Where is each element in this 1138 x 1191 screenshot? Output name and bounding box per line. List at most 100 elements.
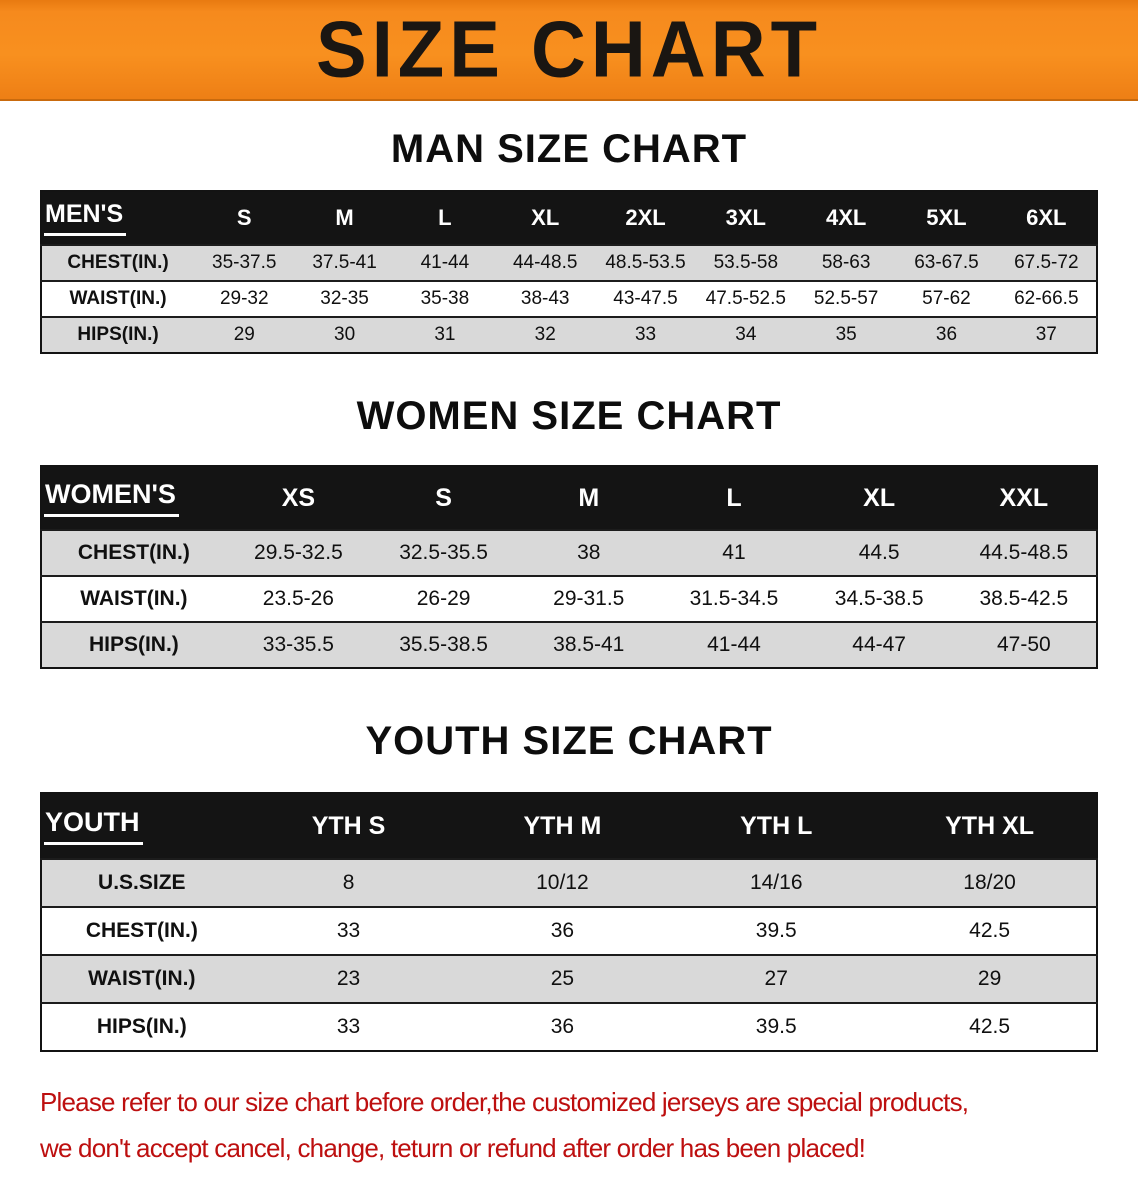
table-cell: 47-50: [951, 621, 1097, 668]
column-header: YTH S: [241, 793, 456, 859]
table-cell: 63-67.5: [896, 244, 997, 281]
table-cell: 47.5-52.5: [695, 280, 796, 317]
table-cell: 18/20: [883, 858, 1097, 907]
table-row: HIPS(IN.) 33 36 39.5 42.5: [41, 1002, 1097, 1051]
section-women: WOMEN SIZE CHART WOMEN'S XS S M L XL XXL CHEST(…: [0, 394, 1138, 669]
table-cell: 33: [595, 316, 696, 353]
table-cell: 10/12: [455, 858, 670, 907]
women-section-title: WOMEN SIZE CHART: [356, 394, 782, 438]
table-cell: 67.5-72: [996, 244, 1097, 281]
table-cell: 34.5-38.5: [806, 575, 952, 622]
table-cell: 23.5-26: [225, 575, 371, 622]
column-header: XXL: [951, 466, 1097, 530]
table-cell: 35-37.5: [194, 244, 295, 281]
header-row: MEN'S S M L XL 2XL 3XL 4XL 5XL 6XL: [41, 191, 1097, 245]
table-row: WAIST(IN.) 23 25 27 29: [41, 954, 1097, 1003]
footer-line-1: Please refer to our size chart before or…: [40, 1087, 969, 1117]
table-title: YOUTH: [44, 807, 143, 845]
table-cell: 58-63: [795, 244, 897, 281]
table-row: WAIST(IN.) 29-32 32-35 35-38 38-43 43-47.5 47.…: [41, 280, 1097, 317]
table-title: WOMEN'S: [44, 479, 179, 517]
column-header: YTH L: [669, 793, 884, 859]
table-cell: 36: [455, 906, 670, 955]
table-cell: 27: [669, 954, 884, 1003]
column-header: L: [661, 466, 807, 530]
column-header: 4XL: [795, 191, 897, 245]
column-header: XL: [806, 466, 952, 530]
table-cell: 14/16: [669, 858, 884, 907]
table-title: MEN'S: [44, 200, 127, 236]
youth-size-table: YOUTH YTH S YTH M YTH L YTH XL U.S.SIZE 8 10/12…: [40, 792, 1098, 1052]
men-size-table-wrap: MEN'S S M L XL 2XL 3XL 4XL 5XL 6XL CHEST(IN.) 35-37…: [40, 190, 1098, 354]
table-cell: 26-29: [370, 575, 517, 622]
row-label: HIPS(IN.): [41, 316, 195, 353]
column-header: 5XL: [896, 191, 997, 245]
row-label: HIPS(IN.): [41, 1002, 242, 1051]
row-label: CHEST(IN.): [41, 529, 226, 576]
table-title-cell: MEN'S: [41, 191, 195, 245]
table-cell: 41: [661, 529, 807, 576]
table-row: CHEST(IN.) 29.5-32.5 32.5-35.5 38 41 44.5 44.5…: [41, 529, 1097, 576]
table-cell: 42.5: [883, 906, 1097, 955]
table-cell: 33: [241, 906, 456, 955]
table-cell: 57-62: [896, 280, 997, 317]
column-header: XS: [225, 466, 371, 530]
table-cell: 29: [883, 954, 1097, 1003]
footer-note: Please refer to our size chart before or…: [40, 1080, 1100, 1171]
table-row: CHEST(IN.) 33 36 39.5 42.5: [41, 906, 1097, 955]
table-row: CHEST(IN.) 35-37.5 37.5-41 41-44 44-48.5 48.5…: [41, 244, 1097, 281]
table-cell: 36: [896, 316, 997, 353]
column-header: 6XL: [996, 191, 1097, 245]
table-cell: 37: [996, 316, 1097, 353]
section-men: MAN SIZE CHART MEN'S S M L XL 2XL 3XL 4XL 5XL 6XL…: [0, 127, 1138, 354]
table-cell: 41-44: [394, 244, 496, 281]
table-cell: 32-35: [294, 280, 395, 317]
column-header: M: [516, 466, 662, 530]
table-cell: 31.5-34.5: [661, 575, 807, 622]
row-label: HIPS(IN.): [41, 621, 226, 668]
table-cell: 31: [394, 316, 496, 353]
table-cell: 29: [194, 316, 295, 353]
table-cell: 39.5: [669, 906, 884, 955]
youth-size-table-wrap: YOUTH YTH S YTH M YTH L YTH XL U.S.SIZE 8 10/12…: [40, 792, 1098, 1052]
row-label: U.S.SIZE: [41, 858, 242, 907]
table-cell: 29.5-32.5: [225, 529, 371, 576]
table-cell: 29-32: [194, 280, 295, 317]
row-label: WAIST(IN.): [41, 280, 195, 317]
table-cell: 43-47.5: [595, 280, 696, 317]
table-cell: 30: [294, 316, 395, 353]
column-header: 2XL: [595, 191, 696, 245]
footer-line-2: we don't accept cancel, change, teturn o…: [40, 1132, 866, 1163]
table-cell: 38-43: [495, 280, 596, 317]
size-chart-banner: SIZE CHART: [0, 0, 1138, 101]
table-cell: 29-31.5: [516, 575, 662, 622]
table-title-cell: YOUTH: [41, 793, 242, 859]
column-header: XL: [495, 191, 596, 245]
table-cell: 38: [516, 529, 662, 576]
column-header: M: [294, 191, 395, 245]
table-cell: 8: [241, 858, 456, 907]
row-label: WAIST(IN.): [41, 954, 242, 1003]
table-cell: 52.5-57: [795, 280, 897, 317]
table-row: HIPS(IN.) 33-35.5 35.5-38.5 38.5-41 41-44 44-…: [41, 621, 1097, 668]
table-cell: 35: [795, 316, 897, 353]
table-cell: 39.5: [669, 1002, 884, 1051]
table-row: U.S.SIZE 8 10/12 14/16 18/20: [41, 858, 1097, 907]
women-size-table-wrap: WOMEN'S XS S M L XL XXL CHEST(IN.) 29.5-32.5 32.5…: [40, 465, 1098, 669]
section-youth: YOUTH SIZE CHART YOUTH YTH S YTH M YTH L YTH…: [0, 719, 1138, 1052]
table-cell: 35-38: [394, 280, 496, 317]
column-header: YTH XL: [883, 793, 1097, 859]
table-cell: 48.5-53.5: [595, 244, 696, 281]
row-label: CHEST(IN.): [41, 906, 242, 955]
table-cell: 34: [695, 316, 796, 353]
table-cell: 62-66.5: [996, 280, 1097, 317]
table-cell: 44-48.5: [495, 244, 596, 281]
row-label: CHEST(IN.): [41, 244, 195, 281]
table-cell: 35.5-38.5: [370, 621, 517, 668]
row-label: WAIST(IN.): [41, 575, 226, 622]
header-row: WOMEN'S XS S M L XL XXL: [41, 466, 1097, 530]
table-cell: 33: [241, 1002, 456, 1051]
column-header: 3XL: [695, 191, 796, 245]
table-cell: 36: [455, 1002, 670, 1051]
column-header: S: [194, 191, 295, 245]
